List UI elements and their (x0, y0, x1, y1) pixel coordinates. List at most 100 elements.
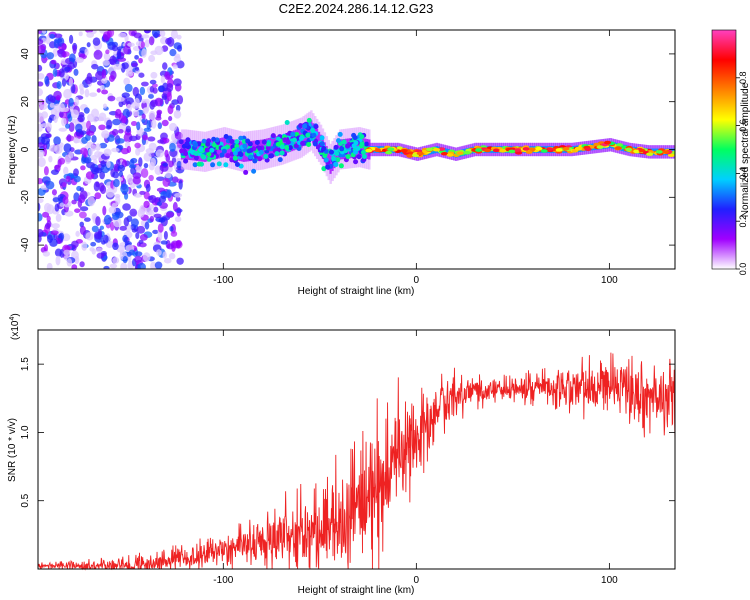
noise-mark (73, 68, 79, 76)
noise-mark (176, 95, 184, 105)
noise-mark (75, 230, 80, 237)
noise-mark (120, 62, 126, 73)
noise-mark (119, 225, 127, 231)
noise-mark (38, 38, 44, 45)
noise-mark (38, 149, 45, 158)
noise-mark (141, 118, 146, 123)
noise-mark (169, 122, 178, 132)
noise-mark (102, 31, 111, 41)
signal-mark (209, 147, 215, 153)
noise-mark (168, 116, 173, 122)
noise-mark (93, 49, 103, 60)
noise-mark (138, 239, 144, 244)
signal-mark (525, 150, 533, 154)
noise-mark (84, 48, 89, 56)
noise-mark (71, 264, 78, 269)
noise-mark (66, 258, 73, 267)
noise-mark (176, 45, 183, 52)
signal-mark (352, 135, 358, 141)
noise-mark (72, 44, 77, 55)
noise-mark (105, 49, 110, 55)
noise-mark (114, 113, 122, 119)
noise-mark (140, 81, 149, 87)
noise-mark (157, 85, 165, 93)
noise-mark (81, 241, 88, 251)
noise-mark (71, 118, 77, 124)
noise-mark (166, 189, 172, 199)
noise-mark (91, 63, 99, 70)
noise-mark (123, 77, 131, 86)
signal-mark (219, 152, 225, 158)
noise-mark (112, 256, 120, 264)
noise-mark (128, 164, 137, 169)
noise-mark (166, 91, 172, 102)
noise-mark (130, 218, 139, 227)
noise-mark (45, 180, 55, 190)
signal-mark (193, 155, 199, 161)
noise-mark (99, 84, 105, 92)
signal-mark (499, 149, 507, 153)
noise-mark (94, 143, 101, 151)
noise-mark (127, 251, 132, 257)
noise-mark (96, 116, 105, 122)
signal-mark (313, 124, 319, 130)
noise-mark (127, 42, 135, 47)
noise-mark (148, 174, 154, 182)
signal-mark (243, 169, 249, 175)
noise-mark (171, 176, 179, 183)
signal-mark (257, 146, 263, 152)
noise-mark (139, 234, 148, 241)
noise-mark (109, 263, 118, 269)
noise-mark (115, 138, 125, 144)
signal-mark (211, 136, 217, 142)
noise-mark (138, 57, 143, 64)
signal-mark (406, 154, 414, 158)
spectrogram-xtick-label: 0 (414, 275, 420, 286)
noise-mark (68, 77, 73, 87)
noise-mark (38, 72, 45, 80)
snr-xlabel: Height of straight line (km) (298, 585, 415, 596)
signal-mark (331, 155, 337, 161)
signal-mark (233, 150, 239, 156)
noise-mark (162, 62, 168, 70)
noise-mark (138, 72, 145, 78)
signal-mark (254, 139, 260, 145)
noise-mark (157, 139, 164, 144)
noise-mark (102, 103, 107, 109)
signal-mark (247, 154, 253, 160)
noise-mark (62, 181, 67, 188)
noise-mark (136, 121, 141, 131)
noise-mark (176, 257, 184, 265)
noise-mark (65, 175, 71, 183)
signal-mark (483, 148, 491, 153)
noise-mark (49, 95, 56, 103)
colorbar-scale (711, 29, 737, 270)
noise-mark (49, 238, 58, 247)
noise-mark (148, 209, 155, 216)
noise-mark (115, 159, 121, 166)
colorbar-tick-label: 0.4 (738, 167, 748, 180)
noise-mark (147, 136, 156, 142)
signal-mark (284, 145, 290, 151)
noise-mark (64, 66, 71, 72)
noise-mark (143, 152, 152, 162)
noise-mark (112, 214, 120, 220)
noise-mark (159, 30, 166, 37)
signal-mark (514, 148, 522, 152)
noise-mark (61, 43, 67, 50)
signal-mark (234, 139, 240, 145)
signal-mark (238, 163, 244, 169)
signal-mark (298, 135, 304, 141)
spectrogram-ytick-label: 0 (20, 146, 31, 152)
signal-mark (184, 141, 190, 147)
signal-mark (433, 147, 441, 152)
noise-mark (77, 198, 83, 208)
noise-mark (131, 62, 139, 67)
signal-mark (492, 148, 500, 153)
noise-mark (59, 248, 64, 258)
noise-mark (169, 142, 176, 152)
noise-mark (73, 168, 79, 177)
noise-mark (172, 64, 178, 69)
noise-mark (99, 142, 108, 149)
signal-mark (196, 161, 202, 167)
